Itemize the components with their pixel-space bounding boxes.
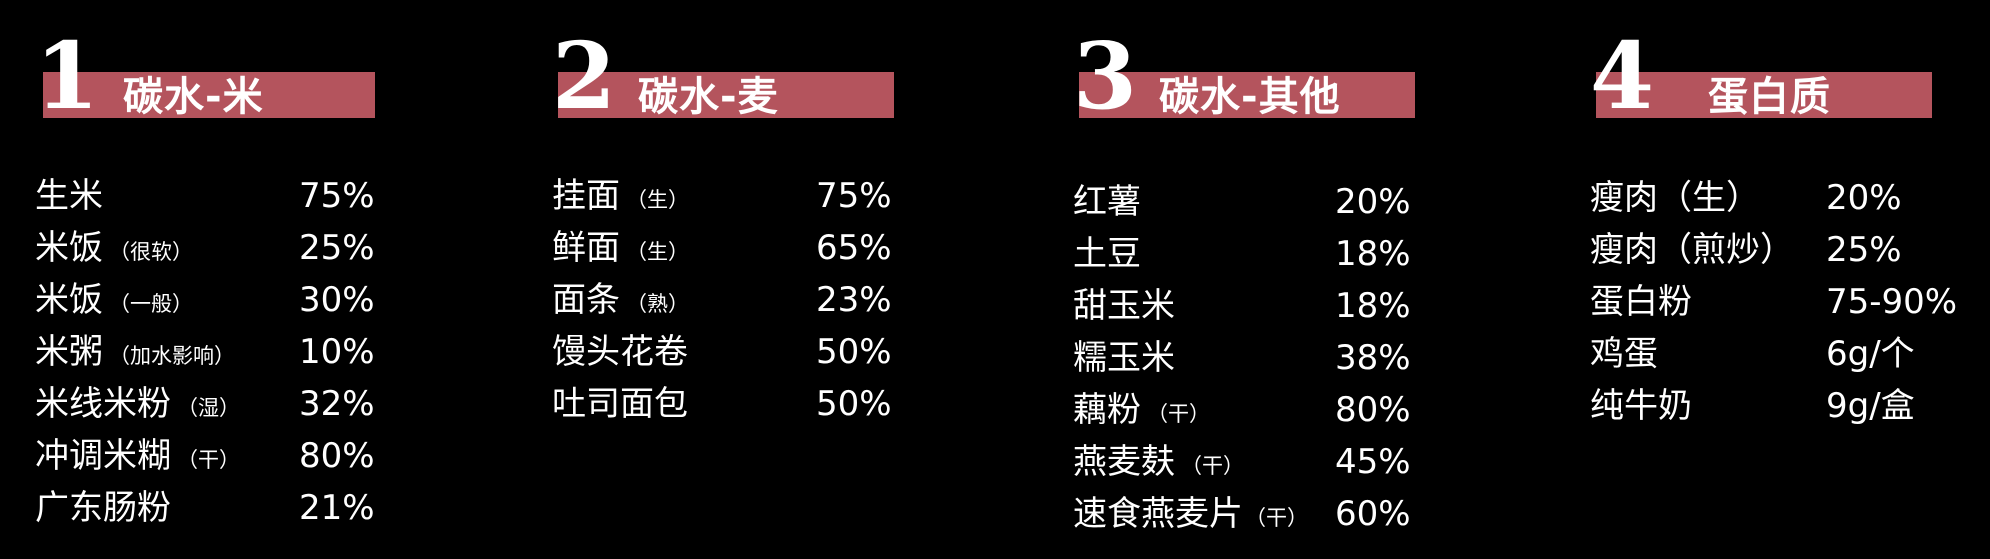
item-note: （干） bbox=[177, 448, 240, 472]
item-note: （生） bbox=[626, 240, 689, 264]
item-value: 60% bbox=[1335, 494, 1411, 534]
item-value: 9g/盒 bbox=[1826, 386, 1915, 426]
item-value: 25% bbox=[1826, 230, 1902, 270]
item-name: 米饭 bbox=[35, 280, 103, 320]
title-bar bbox=[1079, 72, 1415, 118]
item-name: 鸡蛋 bbox=[1590, 334, 1658, 374]
item-note: （湿） bbox=[177, 396, 240, 420]
item-name: 蛋白粉 bbox=[1590, 282, 1692, 322]
item-note: （干） bbox=[1245, 506, 1308, 530]
item-value: 75-90% bbox=[1826, 282, 1958, 322]
item-name: 冲调米糊 bbox=[35, 436, 171, 476]
section-number: 2 bbox=[552, 22, 617, 130]
item-name: 米饭 bbox=[35, 228, 103, 268]
item-name: 鲜面 bbox=[552, 228, 620, 268]
item-note: （干） bbox=[1181, 454, 1244, 478]
item-value: 23% bbox=[816, 280, 892, 320]
item-name: 米线米粉 bbox=[35, 384, 171, 424]
item-value: 45% bbox=[1335, 442, 1411, 482]
item-note: （干） bbox=[1147, 402, 1210, 426]
item-value: 25% bbox=[299, 228, 375, 268]
item-name: 甜玉米 bbox=[1073, 286, 1175, 326]
item-value: 50% bbox=[816, 332, 892, 372]
item-name: 瘦肉（生） bbox=[1590, 178, 1760, 218]
item-value: 80% bbox=[299, 436, 375, 476]
item-name: 藕粉 bbox=[1073, 390, 1141, 430]
item-value: 80% bbox=[1335, 390, 1411, 430]
item-value: 50% bbox=[816, 384, 892, 424]
item-name: 糯玉米 bbox=[1073, 338, 1175, 378]
item-note: （熟） bbox=[626, 292, 689, 316]
section-number: 1 bbox=[35, 22, 100, 130]
item-value: 32% bbox=[299, 384, 375, 424]
item-value: 21% bbox=[299, 488, 375, 528]
section-title: 碳水-其他 bbox=[1159, 74, 1341, 120]
item-value: 65% bbox=[816, 228, 892, 268]
item-value: 30% bbox=[299, 280, 375, 320]
item-note: （很软） bbox=[109, 240, 193, 264]
item-name: 挂面 bbox=[552, 176, 620, 216]
item-value: 6g/个 bbox=[1826, 334, 1915, 374]
item-name: 红薯 bbox=[1073, 182, 1141, 222]
item-note: （加水影响） bbox=[109, 344, 235, 368]
item-note: （一般） bbox=[109, 292, 193, 316]
title-bar bbox=[558, 72, 894, 118]
item-value: 18% bbox=[1335, 234, 1411, 274]
title-bar bbox=[43, 72, 375, 118]
item-name: 吐司面包 bbox=[552, 384, 688, 424]
item-value: 20% bbox=[1826, 178, 1902, 218]
item-name: 广东肠粉 bbox=[35, 488, 171, 528]
item-name: 速食燕麦片 bbox=[1073, 494, 1243, 534]
item-name: 生米 bbox=[35, 176, 103, 216]
item-name: 米粥 bbox=[35, 332, 103, 372]
item-name: 燕麦麸 bbox=[1073, 442, 1175, 482]
item-name: 瘦肉（煎炒） bbox=[1590, 230, 1794, 270]
item-note: （生） bbox=[626, 188, 689, 212]
item-value: 20% bbox=[1335, 182, 1411, 222]
item-name: 纯牛奶 bbox=[1590, 386, 1692, 426]
item-value: 10% bbox=[299, 332, 375, 372]
item-value: 75% bbox=[299, 176, 375, 216]
item-name: 馒头花卷 bbox=[552, 332, 688, 372]
section-number: 3 bbox=[1073, 22, 1138, 130]
item-value: 38% bbox=[1335, 338, 1411, 378]
section-title: 碳水-麦 bbox=[638, 74, 779, 120]
item-name: 土豆 bbox=[1073, 234, 1141, 274]
section-title: 碳水-米 bbox=[123, 74, 264, 120]
section-title: 蛋白质 bbox=[1708, 74, 1831, 120]
section-number: 4 bbox=[1590, 22, 1655, 130]
item-value: 18% bbox=[1335, 286, 1411, 326]
title-bar bbox=[1596, 72, 1932, 118]
item-name: 面条 bbox=[552, 280, 620, 320]
item-value: 75% bbox=[816, 176, 892, 216]
